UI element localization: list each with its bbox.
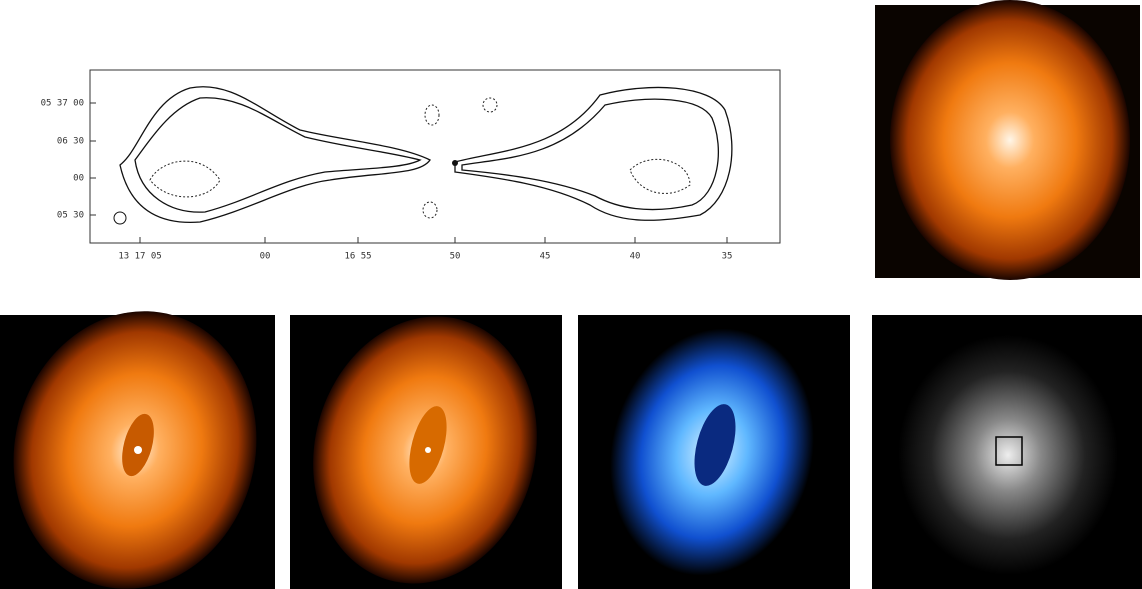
y-tick-label: 05 30 <box>57 211 84 221</box>
x-tick-label: 35 <box>722 252 733 262</box>
nucleus <box>425 447 431 453</box>
x-tick-label: 16 55 <box>344 252 371 262</box>
frame <box>90 70 780 243</box>
galaxy <box>898 335 1118 575</box>
x-tick-label: 45 <box>540 252 551 262</box>
y-tick-label: 05 37 00 <box>41 99 84 109</box>
page: 05 37 00 06 30 00 05 30 13 17 05 00 16 55 50 45… <box>0 0 1142 589</box>
nucleus <box>134 446 142 454</box>
x-tick-label: 13 17 05 <box>118 252 161 262</box>
x-tick-label: 50 <box>450 252 461 262</box>
x-tick-label: 40 <box>630 252 641 262</box>
galaxy <box>890 0 1130 280</box>
y-tick-label: 00 <box>73 174 84 184</box>
x-tick-label: 00 <box>260 252 271 262</box>
contour-map: 05 37 00 06 30 00 05 30 13 17 05 00 16 55 50 45… <box>41 70 780 262</box>
core <box>452 160 458 166</box>
figure: 05 37 00 06 30 00 05 30 13 17 05 00 16 55 50 45… <box>0 0 1142 589</box>
y-tick-label: 06 30 <box>57 137 84 147</box>
